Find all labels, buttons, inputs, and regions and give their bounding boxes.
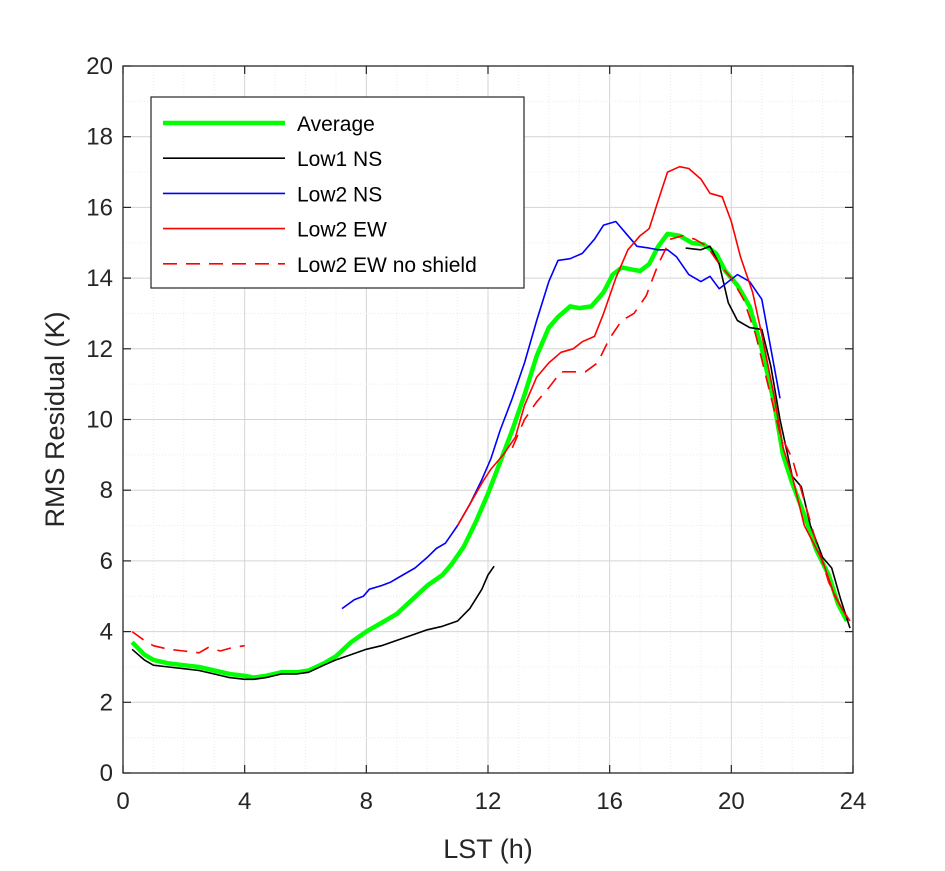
y-tick-label: 16: [86, 194, 113, 221]
series-line-low2-ns: [341, 220, 781, 610]
x-tick-label: 20: [718, 788, 745, 815]
x-axis-label: LST (h): [443, 834, 533, 864]
y-tick-label: 14: [86, 265, 113, 292]
series-line-low2-ew-no-shield-segment-1: [131, 630, 245, 654]
y-tick-label: 20: [86, 53, 113, 80]
x-tick-label: 0: [116, 788, 129, 815]
series-line-low1-ns-segment-1: [131, 565, 495, 681]
y-tick-label: 0: [100, 760, 113, 787]
legend-box: [150, 96, 525, 289]
y-tick-label: 6: [100, 548, 113, 575]
series-line-low2-ew: [456, 165, 848, 618]
legend-label-low2-ns: Low2 NS: [297, 183, 382, 206]
series-layer: [130, 165, 851, 681]
x-tick-label: 12: [475, 788, 502, 815]
y-tick-label: 12: [86, 336, 113, 363]
y-tick-label: 8: [100, 477, 113, 504]
x-tick-label: 4: [238, 788, 251, 815]
legend: Average Low1 NS Low2 NS Low2 EW Low2 EW no s…: [150, 96, 525, 289]
x-tick-label: 8: [360, 788, 373, 815]
x-tick-label: 24: [840, 788, 867, 815]
y-tick-label: 18: [86, 124, 113, 151]
legend-label-low1-ns: Low1 NS: [297, 148, 382, 171]
legend-label-low2-ew: Low2 EW: [297, 219, 387, 242]
series-line-average: [130, 231, 849, 680]
y-axis-label: RMS Residual (K): [40, 311, 70, 527]
y-tick-label: 2: [100, 689, 113, 716]
y-tick-label: 4: [100, 619, 113, 646]
legend-label-low2-ew-no-shield: Low2 EW no shield: [297, 254, 477, 277]
x-tick-label: 16: [596, 788, 623, 815]
series-line-low1-ns-segment-2: [685, 245, 851, 629]
series-line-low2-ew-no-shield-segment-2: [511, 234, 851, 622]
legend-label-average: Average: [297, 113, 375, 136]
y-tick-label: 10: [86, 407, 113, 434]
